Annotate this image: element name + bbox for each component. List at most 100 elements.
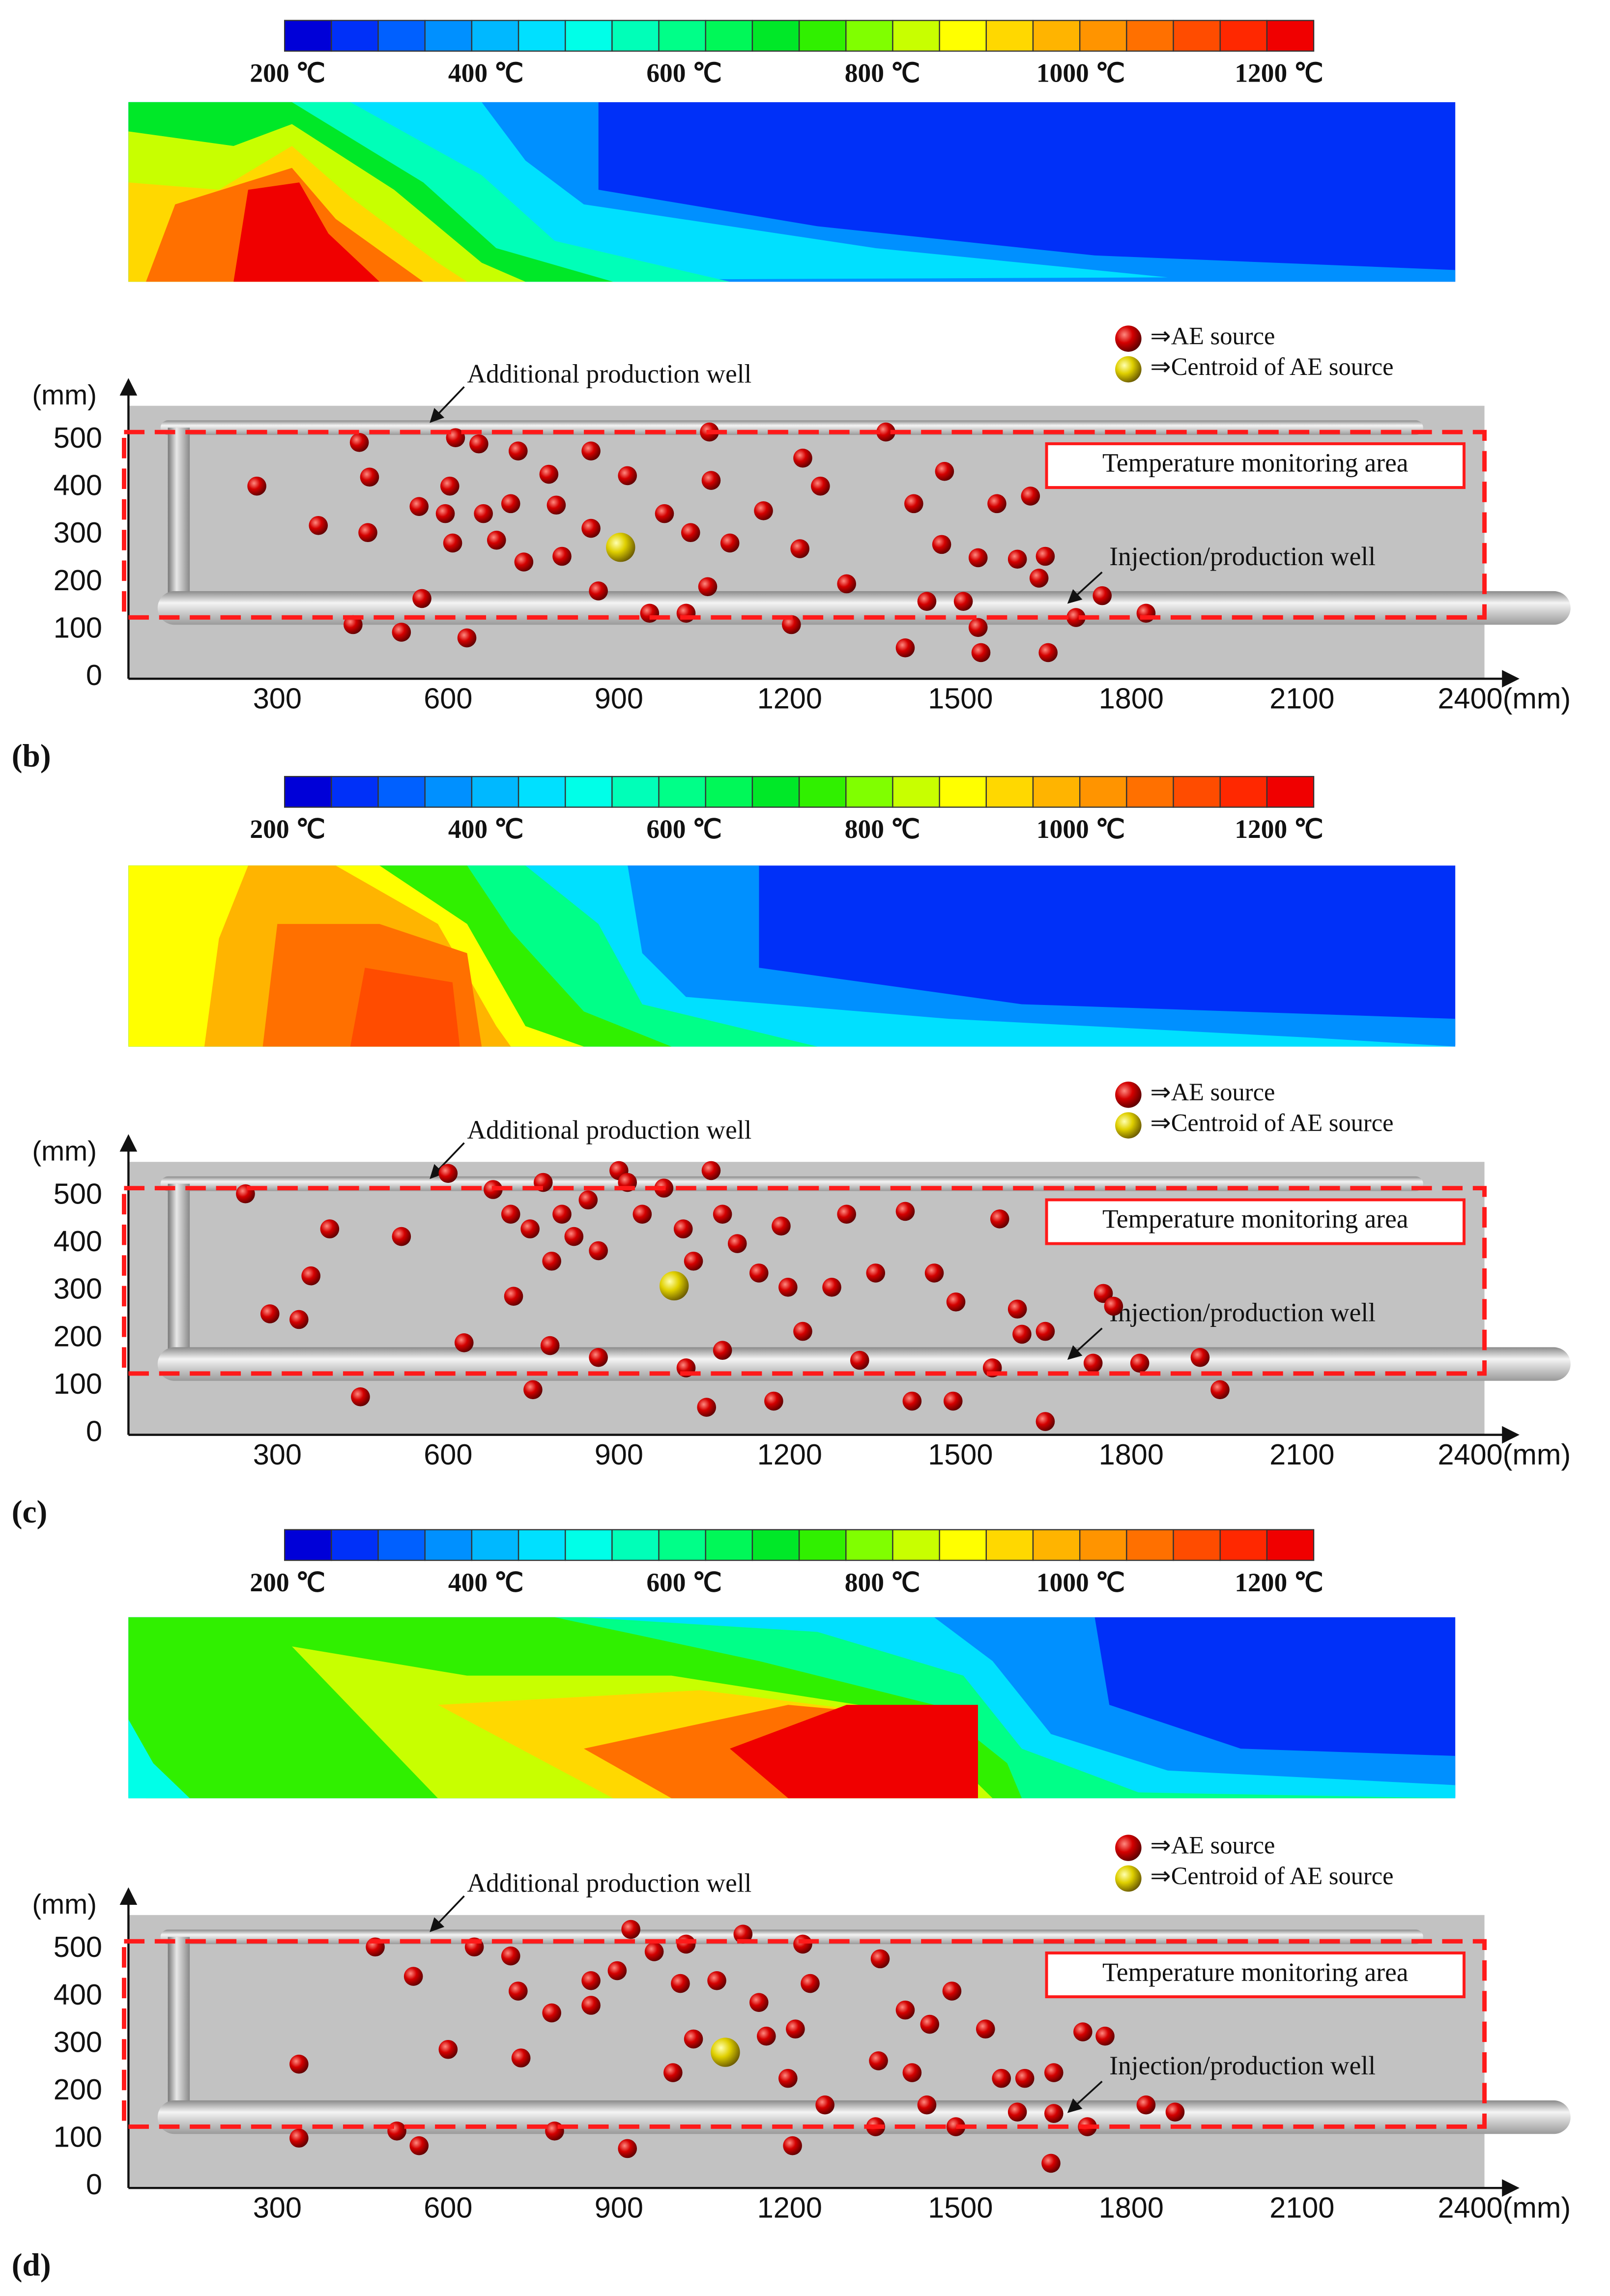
x-tick-label: 2400(mm): [1438, 682, 1571, 715]
x-tick-label: 600: [424, 1438, 472, 1471]
colorbar-cell: [518, 1529, 566, 1561]
colorbar-tick-label: 800 ℃: [845, 814, 920, 844]
ae-source-point: [943, 1391, 963, 1411]
colorbar-cell: [565, 775, 613, 808]
x-tick-label: 2100: [1269, 682, 1334, 715]
colorbar-cell: [284, 20, 332, 52]
ae-source-point: [1029, 569, 1049, 588]
ae-source-point: [790, 539, 809, 558]
y-tick-label: 500: [54, 1177, 102, 1210]
ae-source-point: [1165, 2102, 1185, 2122]
centroid-point: [711, 2038, 740, 2067]
ae-source-point: [793, 448, 812, 468]
ae-source-point: [793, 1321, 812, 1341]
x-tick-label: 600: [424, 682, 472, 715]
x-tick-label: 1200: [757, 682, 822, 715]
annotation-arrow: [1067, 571, 1103, 604]
ae-source-point: [684, 1251, 703, 1271]
ae-source-point: [440, 476, 460, 496]
colorbar-cell: [1173, 775, 1221, 808]
colorbar-cell: [1032, 20, 1081, 52]
ae-source-point: [1104, 1296, 1123, 1316]
ae-source-point: [992, 2068, 1011, 2088]
y-tick-label: 0: [86, 1414, 102, 1447]
colorbar-cell: [424, 775, 473, 808]
ae-source-point: [946, 1292, 966, 1312]
colorbar-cell: [424, 20, 473, 52]
ae-source-point: [895, 2000, 915, 2020]
legend-marker: [1115, 1835, 1142, 1861]
ae-source-point: [309, 516, 328, 535]
colorbar-cell: [424, 1529, 473, 1561]
ae-source-point: [581, 518, 601, 538]
heatmap-region: [350, 968, 460, 1047]
ae-source-point: [1083, 1353, 1103, 1373]
centroid-point: [606, 532, 635, 562]
ae-source-point: [1038, 643, 1058, 662]
ae-source-point: [454, 1333, 474, 1352]
panel: 200 ℃ 400 ℃ 600 ℃ 800 ℃ 1000 ℃ 1200 ℃ ⇒AE sour…: [12, 20, 1571, 774]
legend-label: ⇒AE source: [1150, 1832, 1275, 1859]
colorbar-cell: [985, 20, 1034, 52]
ae-source-point: [542, 1251, 561, 1271]
ae-source-point: [749, 1993, 769, 2012]
ae-source-point: [902, 1391, 922, 1411]
annotation: Injection/production well: [1109, 2051, 1376, 2080]
colorbar-cell: [1126, 1529, 1174, 1561]
ae-source-point: [673, 1219, 693, 1238]
ae-source-point: [904, 494, 923, 514]
colorbar-cell: [705, 775, 753, 808]
y-tick-label: 500: [54, 1930, 102, 1963]
colorbar-cell: [471, 20, 519, 52]
x-tick-label: 300: [253, 1438, 302, 1471]
colorbar-tick-label: 400 ℃: [448, 814, 524, 844]
ae-source-point: [552, 546, 572, 566]
ae-source-point: [801, 1974, 820, 1993]
ae-source-point: [457, 628, 477, 648]
ae-source-point: [1007, 549, 1027, 569]
colorbar-cell: [985, 775, 1034, 808]
y-tick-label: 400: [54, 1978, 102, 2011]
ae-source-point: [837, 574, 856, 594]
panel-label: (d): [12, 2248, 51, 2283]
annotation: Injection/production well: [1109, 1297, 1376, 1327]
y-tick-label: 200: [54, 564, 102, 597]
ae-source-point: [1066, 608, 1086, 627]
heatmap-region: [128, 1719, 190, 1799]
annotation-arrow: [430, 1142, 465, 1179]
colorbar-cell: [705, 1529, 753, 1561]
x-tick-label: 1800: [1099, 1438, 1164, 1471]
ae-source-point: [546, 495, 566, 515]
ae-source-point: [1041, 2153, 1061, 2173]
ae-source-point: [895, 638, 915, 658]
ae-source-point: [1035, 546, 1055, 566]
ae-source-point: [1007, 1299, 1027, 1319]
annotation-box: [1045, 1198, 1466, 1245]
ae-source-point: [523, 1380, 543, 1400]
colorbar-cell: [284, 775, 332, 808]
ae-source-point: [953, 592, 973, 611]
ae-source-point: [681, 523, 700, 543]
ae-source-point: [727, 1234, 747, 1253]
colorbar-cell: [1173, 1529, 1221, 1561]
ae-source-point: [640, 603, 660, 623]
ae-source-point: [786, 2019, 805, 2039]
x-tick-label: 900: [595, 1438, 643, 1471]
ae-source-point: [589, 1241, 608, 1261]
ae-source-point: [508, 441, 528, 461]
colorbar-cell: [611, 775, 660, 808]
ae-source-point: [581, 1971, 601, 1990]
ae-source-point: [545, 2121, 564, 2141]
ae-source-point: [409, 2136, 429, 2155]
y-tick-label: 500: [54, 421, 102, 454]
legend-marker: [1115, 1865, 1142, 1892]
ae-source-point: [698, 577, 718, 597]
ae-source-point: [850, 1350, 869, 1370]
colorbar-cell: [331, 775, 379, 808]
colorbar-cell: [1219, 775, 1268, 808]
y-axis-label: (mm): [32, 1135, 97, 1166]
ae-source-point: [920, 2014, 940, 2034]
ae-source-point: [618, 2139, 637, 2158]
colorbar-cell: [331, 1529, 379, 1561]
ae-source-point: [358, 523, 377, 543]
